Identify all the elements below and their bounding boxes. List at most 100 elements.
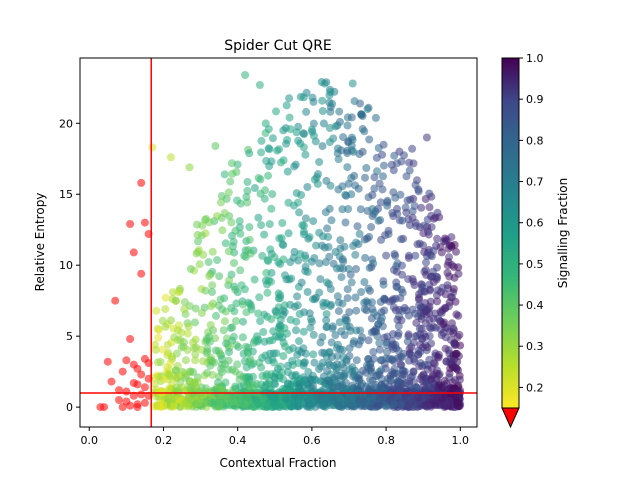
scatter-point [450,240,459,249]
scatter-point [265,162,274,170]
scatter-point [352,356,361,365]
scatter-point [192,249,201,258]
colorbar-tick-label: 0.5 [526,258,544,271]
scatter-point [421,333,430,341]
scatter-point [389,303,398,312]
scatter-point [355,150,364,158]
scatter-point [370,173,379,182]
scatter-point [207,302,216,311]
scatter-point [328,383,337,392]
scatter-point [367,223,376,231]
below-cut-point [129,248,138,257]
scatter-point [183,346,192,355]
scatter-point [340,242,349,251]
scatter-point [214,301,223,310]
scatter-point [345,322,354,331]
scatter-point [452,247,460,256]
scatter-point [409,367,418,376]
scatter-point [243,380,252,389]
scatter-point [427,272,436,281]
scatter-point [350,97,359,106]
scatter-point [229,397,238,406]
scatter-point [433,297,442,306]
scatter-point [361,173,369,182]
scatter-point [233,360,242,369]
scatter-point [220,317,229,326]
scatter-point [382,251,391,260]
scatter-point [326,302,335,310]
scatter-point [213,212,222,221]
scatter-point [195,260,204,269]
scatter-point [177,343,186,352]
scatter-point [303,183,312,191]
scatter-point [350,370,359,379]
scatter-point [379,140,388,149]
scatter-point [449,263,458,271]
scatter-point [267,204,276,213]
colorbar-tick-label: 0.6 [526,217,544,230]
scatter-point [296,250,305,258]
scatter-point [328,99,337,108]
scatter-point [343,113,352,122]
scatter-point [322,310,331,319]
scatter-point [338,345,347,354]
scatter-point [274,364,282,373]
scatter-point [450,341,459,350]
scatter-point [411,309,420,318]
scatter-point [452,349,461,358]
scatter-point [394,331,403,340]
scatter-point [233,160,242,169]
scatter-point [375,179,384,188]
scatter-point [429,214,438,223]
below-cut-point [129,391,138,400]
scatter-point [148,143,157,152]
scatter-point [309,217,318,226]
scatter-point [239,317,247,326]
scatter-point [299,376,308,385]
scatter-point [152,306,161,315]
scatter-point [429,247,438,255]
scatter-point [245,235,254,244]
scatter-point [386,376,395,385]
scatter-point [433,286,442,295]
scatter-point [253,397,262,406]
scatter-point [328,322,337,331]
scatter-point [203,347,212,356]
scatter-point [383,196,392,205]
scatter-point [336,264,345,273]
scatter-point [312,241,320,250]
scatter-point [189,389,197,398]
x-axis-ticks: 0.0 0.2 0.4 0.6 0.8 1.0 [81,427,469,447]
scatter-point [417,314,426,323]
scatter-point [337,403,346,411]
scatter-point [334,155,343,164]
scatter-point [322,323,331,332]
scatter-point [299,359,308,367]
scatter-point [342,357,351,366]
scatter-point [231,382,240,391]
below-cut-point [126,401,135,410]
scatter-point [193,230,202,239]
scatter-point [220,170,229,179]
scatter-point [271,380,279,389]
scatter-point [409,159,418,168]
scatter-point [247,305,256,314]
scatter-point [404,330,413,339]
scatter-point [274,303,283,312]
scatter-point [243,186,252,195]
scatter-point [203,369,211,377]
scatter-point [236,266,245,275]
scatter-point [307,257,316,266]
scatter-point [299,327,308,336]
scatter-point [368,191,377,199]
scatter-point [433,208,442,217]
scatter-point [369,308,378,317]
colorbar-under-extension [501,407,520,429]
scatter-point [374,204,383,213]
below-cut-point [133,380,142,389]
scatter-point [318,96,327,105]
scatter-point [354,340,363,349]
scatter-point [173,326,182,335]
scatter-point [426,286,434,295]
scatter-point [292,128,301,137]
